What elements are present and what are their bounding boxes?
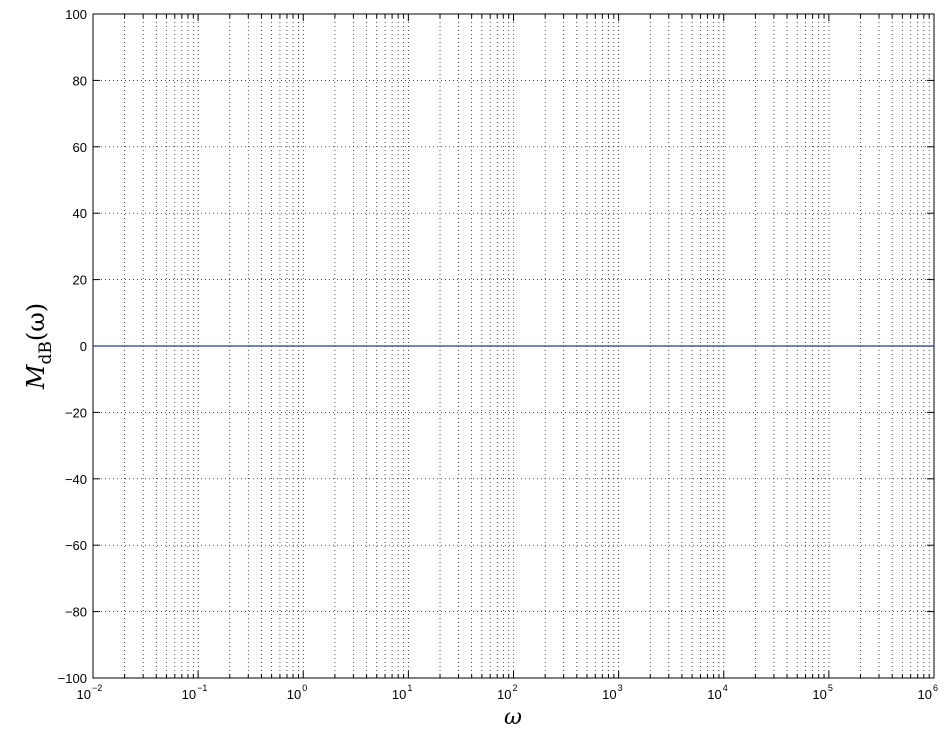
x-tick-label: 10 −1 [182, 683, 208, 702]
tick-marks [92, 13, 934, 679]
x-tick-label: 10 4 [707, 683, 727, 702]
y-tick-label: 0 [80, 339, 87, 354]
y-tick-label: 60 [73, 140, 87, 155]
y-tick-label: −60 [65, 538, 87, 553]
x-axis-label: ω [504, 705, 522, 730]
x-tick-label: 10 1 [392, 683, 412, 702]
x-tick-label-base: 10 [77, 687, 91, 702]
x-tick-label: 10 −2 [77, 683, 103, 702]
x-tick-label-exponent: 2 [513, 683, 518, 693]
x-tick-label: 10 5 [812, 683, 832, 702]
x-tick-label: 10 2 [497, 683, 517, 702]
x-tick-label-exponent: 4 [723, 683, 728, 693]
y-tick-label: −100 [58, 671, 87, 686]
y-axis-label: MdB(ω) [22, 303, 56, 390]
x-tick-label: 10 0 [287, 683, 307, 702]
x-tick-label-base: 10 [602, 687, 616, 702]
y-tick-label: 80 [73, 73, 87, 88]
x-tick-label-exponent: 3 [618, 683, 623, 693]
svg-text:MdB(ω): MdB(ω) [22, 303, 56, 390]
x-tick-label-exponent: −1 [197, 683, 207, 693]
y-tick-label: −80 [65, 605, 87, 620]
x-tick-label-exponent: 6 [933, 683, 938, 693]
x-tick-label-exponent: 1 [407, 683, 412, 693]
x-tick-label-base: 10 [287, 687, 301, 702]
y-tick-label: 100 [65, 7, 87, 22]
x-tick-label-base: 10 [918, 687, 932, 702]
x-tick-label-base: 10 [497, 687, 511, 702]
x-tick-label-base: 10 [707, 687, 721, 702]
x-tick-label-base: 10 [392, 687, 406, 702]
y-tick-label: −20 [65, 405, 87, 420]
x-tick-label-base: 10 [812, 687, 826, 702]
x-tick-label: 10 3 [602, 683, 622, 702]
x-tick-label-exponent: 0 [302, 683, 307, 693]
y-axis-label-main: M [22, 363, 50, 390]
y-axis-label-sub: dB [36, 341, 56, 364]
y-axis-label-arg: (ω) [22, 303, 50, 341]
y-tick-label: 20 [73, 273, 87, 288]
x-tick-label: 10 6 [918, 683, 938, 702]
y-tick-label: −40 [65, 472, 87, 487]
x-tick-label-base: 10 [182, 687, 196, 702]
x-tick-label-exponent: −2 [92, 683, 102, 693]
y-tick-label: 40 [73, 206, 87, 221]
x-tick-label-exponent: 5 [828, 683, 833, 693]
